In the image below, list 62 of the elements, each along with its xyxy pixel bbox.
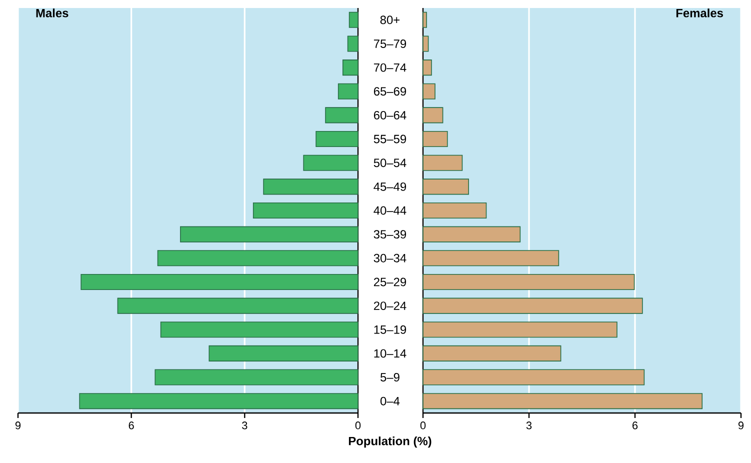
- bar: [325, 107, 358, 124]
- x-tick-label: 9: [738, 422, 744, 430]
- y-tick-label: 30–34: [374, 254, 406, 262]
- y-tick-label: 80+: [380, 16, 400, 24]
- x-tick-label: 9: [15, 422, 21, 430]
- bar: [422, 345, 562, 362]
- y-tick-label: 35–39: [374, 230, 406, 239]
- bar: [338, 83, 358, 100]
- y-tick-label: 15–19: [374, 325, 406, 334]
- bar: [422, 83, 436, 100]
- y-tick-label: 10–14: [374, 349, 406, 358]
- y-tick-label: 5–9: [380, 373, 400, 382]
- bar: [180, 226, 358, 242]
- bar: [157, 250, 358, 266]
- x-tick-label: 0: [420, 422, 426, 430]
- y-tick-label: 70–74: [374, 63, 406, 72]
- bar: [422, 131, 448, 148]
- y-tick-label: 50–54: [374, 158, 406, 168]
- y-tick-label: 20–24: [374, 302, 406, 310]
- y-tick-label: 60–64: [374, 110, 406, 120]
- y-tick-label: 40–44: [374, 206, 406, 215]
- bar: [316, 131, 358, 148]
- bar: [422, 369, 645, 386]
- y-tick-label: 65–69: [374, 87, 406, 96]
- x-tick-label: 3: [526, 422, 532, 430]
- bar: [422, 202, 487, 219]
- x-tick-label: 0: [355, 422, 361, 430]
- y-tick-label: 75–79: [374, 40, 406, 48]
- x-tick-label: 3: [242, 422, 248, 430]
- x-axis-title: Population (%): [348, 436, 432, 448]
- x-tick-label: 6: [632, 422, 638, 430]
- bar: [252, 202, 358, 219]
- bar: [422, 12, 427, 28]
- x-tick-label: 6: [128, 422, 134, 430]
- y-tick-label: 0–4: [380, 396, 400, 406]
- bar: [80, 274, 358, 290]
- bar: [348, 12, 358, 28]
- bar: [154, 369, 358, 386]
- bar: [117, 298, 358, 314]
- bar: [208, 345, 358, 362]
- bar: [422, 154, 463, 171]
- bar: [422, 250, 560, 266]
- y-tick-label: 55–59: [374, 134, 406, 144]
- bar: [303, 154, 358, 171]
- bar: [342, 60, 358, 76]
- bar: [422, 274, 635, 290]
- bar: [422, 178, 469, 195]
- bar: [263, 178, 358, 195]
- bar: [422, 107, 444, 124]
- bar: [422, 298, 643, 314]
- bar: [79, 393, 358, 410]
- y-tick-label: 45–49: [374, 182, 406, 191]
- chart-title: Males: [36, 8, 68, 18]
- bar: [422, 322, 618, 338]
- bar: [347, 36, 358, 52]
- chart-title: Females: [676, 8, 723, 18]
- bar: [422, 60, 432, 76]
- bar: [422, 393, 703, 410]
- bar: [160, 322, 358, 338]
- bar: [422, 226, 521, 242]
- bar: [422, 36, 429, 52]
- y-tick-label: 25–29: [374, 278, 406, 286]
